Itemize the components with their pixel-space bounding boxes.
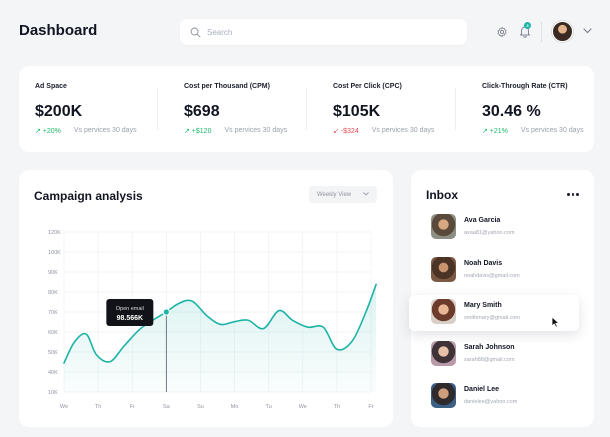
- y-tick-label: 100K: [48, 250, 61, 256]
- avatar: [431, 257, 456, 282]
- campaign-title: Campaign analysis: [34, 189, 143, 203]
- top-bar: Dashboard 3: [0, 0, 610, 64]
- x-tick-label: Su: [197, 404, 204, 410]
- stat-change-row: ↗ +20% Vs pervices 30 days: [35, 127, 137, 135]
- y-tick-label: 60K: [48, 330, 58, 336]
- y-tick-label: 40K: [48, 370, 58, 376]
- x-tick-label: Mo: [231, 404, 239, 410]
- inbox-message[interactable]: Daniel Lee danielee@yahoo.com: [411, 380, 594, 416]
- avatar: [431, 214, 456, 239]
- stat-divider: [455, 88, 456, 130]
- stat-label: Ad Space: [35, 83, 67, 90]
- x-tick-label: Tu: [266, 404, 272, 410]
- y-tick-label: 50K: [48, 350, 58, 356]
- search-input[interactable]: [207, 27, 447, 37]
- header-divider: [541, 22, 542, 42]
- stat-change-row: ↗ +$120 Vs pervices 30 days: [184, 127, 287, 135]
- stat-change-row: ↗ +21% Vs pervices 30 days: [482, 127, 584, 135]
- inbox-message[interactable]: Noah Davis noahdavis@gmail.com: [411, 254, 594, 290]
- stat-change: ↗ +$120: [184, 128, 212, 135]
- stat-change: ↙ -$324: [333, 128, 359, 135]
- stat-compare: Vs pervices 30 days: [224, 127, 288, 134]
- stat-label: Click-Through Rate (CTR): [482, 83, 568, 90]
- account-menu-button[interactable]: [582, 27, 592, 35]
- user-avatar[interactable]: [552, 21, 573, 42]
- sender-name: Daniel Lee: [464, 386, 500, 393]
- stats-card: Ad Space $200K ↗ +20% Vs pervices 30 day…: [19, 66, 594, 152]
- sender-name: Mary Smith: [464, 302, 502, 309]
- y-tick-label: 70K: [48, 310, 58, 316]
- stat-label: Cost Per Click (CPC): [333, 83, 402, 90]
- x-tick-label: Th: [95, 404, 101, 410]
- stat-compare: Vs pervices 30 days: [73, 127, 137, 134]
- sender-email: avaa81@yahoo.com: [464, 230, 515, 236]
- gear-icon: [497, 26, 507, 38]
- stat-divider: [157, 88, 158, 130]
- inbox-title: Inbox: [426, 188, 458, 202]
- stat-value: 30.46 %: [482, 103, 541, 120]
- tooltip-point: [162, 308, 171, 316]
- view-select[interactable]: Weekly View: [309, 186, 377, 203]
- series-line: [63, 283, 377, 364]
- x-tick-label: Th: [334, 404, 340, 410]
- inbox-message[interactable]: Mary Smith smithmary@gmail.com: [409, 295, 579, 331]
- campaign-chart[interactable]: 120K 100K 90K 80K 70K 60K 50K 40K 10K We Th Fr Sa Su M…: [19, 170, 393, 427]
- inbox-card: Inbox Ava Garcia avaa81@yahoo.com Noah D…: [409, 170, 594, 427]
- avatar: [431, 299, 456, 324]
- search-icon: [190, 27, 201, 37]
- tooltip-box: [106, 299, 154, 326]
- tooltip-label: Open email: [116, 306, 144, 312]
- y-tick-label: 120K: [48, 230, 61, 236]
- stat-divider: [306, 88, 307, 130]
- sender-email: sarah88@gmail.com: [464, 357, 515, 363]
- avatar: [431, 341, 456, 366]
- sender-email: danielee@yahoo.com: [464, 399, 518, 405]
- stat-change: ↗ +20%: [35, 128, 61, 135]
- stat-value: $200K: [35, 103, 83, 120]
- campaign-card: Campaign analysis Weekly View 120K 100K 90…: [19, 170, 393, 427]
- sender-email: noahdavis@gmail.com: [464, 273, 520, 279]
- view-select-label: Weekly View: [317, 191, 352, 198]
- tooltip-value: 98.566K: [117, 315, 143, 322]
- stat-change: ↗ +21%: [482, 128, 508, 135]
- stat-compare: Vs pervices 30 days: [371, 127, 435, 134]
- sender-name: Noah Davis: [464, 260, 503, 267]
- more-options-icon[interactable]: [567, 193, 580, 197]
- x-tick-label: Fr: [130, 404, 135, 410]
- sender-email: smithmary@gmail.com: [464, 315, 521, 321]
- avatar: [431, 383, 456, 408]
- x-tick-label: We: [60, 404, 68, 410]
- sender-name: Ava Garcia: [464, 217, 501, 224]
- stat-compare: Vs pervices 30 days: [520, 127, 584, 134]
- page-title: Dashboard: [19, 22, 98, 39]
- y-tick-label: 80K: [48, 290, 58, 296]
- series-area: [64, 284, 377, 392]
- y-tick-label: 10K: [48, 390, 58, 396]
- mouse-cursor-icon: [551, 316, 560, 328]
- stat-label: Cost per Thousand (CPM): [184, 83, 270, 90]
- x-tick-label: Sa: [163, 404, 171, 410]
- search-box[interactable]: [180, 19, 467, 45]
- y-tick-label: 90K: [48, 270, 58, 276]
- notification-badge: 3: [524, 22, 531, 29]
- chevron-down-icon: [582, 28, 592, 34]
- inbox-message[interactable]: Ava Garcia avaa81@yahoo.com: [411, 211, 594, 247]
- settings-button[interactable]: [495, 25, 509, 39]
- stat-change-row: ↙ -$324 Vs pervices 30 days: [333, 127, 434, 135]
- stat-value: $105K: [333, 103, 381, 120]
- sender-name: Sarah Johnson: [464, 344, 515, 351]
- stat-value: $698: [184, 103, 220, 120]
- x-tick-label: We: [299, 404, 307, 410]
- inbox-message[interactable]: Sarah Johnson sarah88@gmail.com: [411, 338, 594, 374]
- x-tick-label: Fr: [368, 404, 373, 410]
- chevron-down-icon: [363, 192, 369, 196]
